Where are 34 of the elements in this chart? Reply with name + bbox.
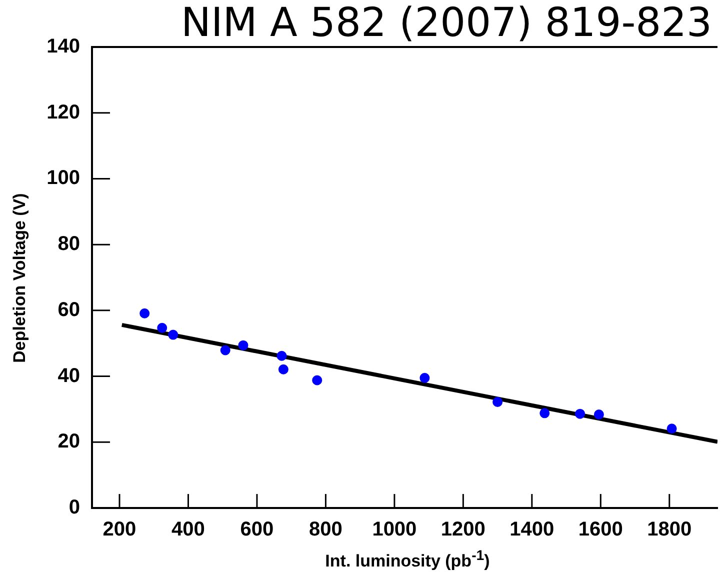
x-tick-label: 1200 — [440, 518, 486, 541]
x-tick-label: 600 — [240, 518, 274, 541]
x-tick-label: 1600 — [578, 518, 623, 541]
x-tick-label: 1400 — [510, 518, 554, 541]
y-tick-label: 60 — [58, 298, 80, 321]
point — [420, 372, 430, 383]
y-tick-label: 40 — [58, 364, 80, 387]
x-tick-label: 200 — [102, 518, 136, 541]
y-tick-label: 0 — [68, 496, 80, 519]
point — [492, 396, 503, 407]
point — [140, 308, 150, 318]
point — [666, 424, 677, 434]
x-tick-label: 1000 — [372, 518, 417, 541]
x-tick-label: 1800 — [647, 518, 692, 541]
point — [278, 364, 288, 374]
y-tick-label: 80 — [58, 233, 80, 256]
point — [276, 350, 287, 361]
point — [220, 345, 230, 356]
x-tick-label: 800 — [309, 518, 342, 541]
chart-title: NIM A 582 (2007) 819-823 — [180, 0, 713, 46]
y-tick-label: 20 — [58, 430, 80, 453]
y-tick-label: 120 — [46, 101, 80, 124]
y-tick-label: 140 — [46, 36, 80, 58]
point — [575, 408, 586, 419]
point — [168, 330, 178, 340]
x-tick-label: 400 — [172, 518, 205, 541]
point — [238, 340, 248, 350]
point — [157, 322, 168, 333]
point — [540, 408, 550, 418]
y-tick-label: 100 — [46, 167, 80, 190]
point — [312, 375, 322, 386]
point — [594, 409, 604, 420]
y-axis-title: Depletion Voltage (V) — [10, 192, 30, 362]
x-axis-title: Int. luminosity (pb$^{-1}$) — [324, 548, 491, 572]
